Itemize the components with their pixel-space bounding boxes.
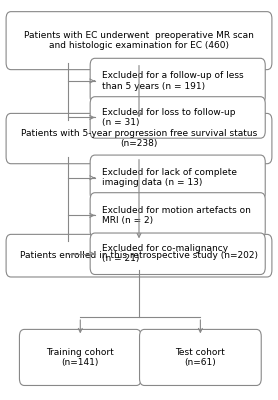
Text: Test cohort
(n=61): Test cohort (n=61) [175,348,225,367]
Text: Excluded for loss to follow-up
(n = 31): Excluded for loss to follow-up (n = 31) [102,108,235,127]
FancyBboxPatch shape [6,12,272,70]
Text: Patients with EC underwent  preoperative MR scan
and histologic examination for : Patients with EC underwent preoperative … [24,31,254,50]
Text: Excluded for motion artefacts on
MRI (n = 2): Excluded for motion artefacts on MRI (n … [102,206,250,225]
Text: Excluded for a follow-up of less
than 5 years (n = 191): Excluded for a follow-up of less than 5 … [102,71,243,91]
Text: Patients enrolled in this retrospective study (n=202): Patients enrolled in this retrospective … [20,251,258,260]
FancyBboxPatch shape [90,193,265,238]
FancyBboxPatch shape [90,233,265,274]
Text: Excluded for lack of complete
imaging data (n = 13): Excluded for lack of complete imaging da… [102,168,237,188]
Text: Patients with 5-year progression free survival status
(n=238): Patients with 5-year progression free su… [21,129,257,148]
FancyBboxPatch shape [90,97,265,138]
FancyBboxPatch shape [140,330,261,386]
FancyBboxPatch shape [90,58,265,104]
FancyBboxPatch shape [6,234,272,277]
FancyBboxPatch shape [6,114,272,164]
Text: Excluded for co-malignancy
(n = 21): Excluded for co-malignancy (n = 21) [102,244,228,264]
FancyBboxPatch shape [19,330,141,386]
FancyBboxPatch shape [90,155,265,200]
Text: Training cohort
(n=141): Training cohort (n=141) [46,348,114,367]
